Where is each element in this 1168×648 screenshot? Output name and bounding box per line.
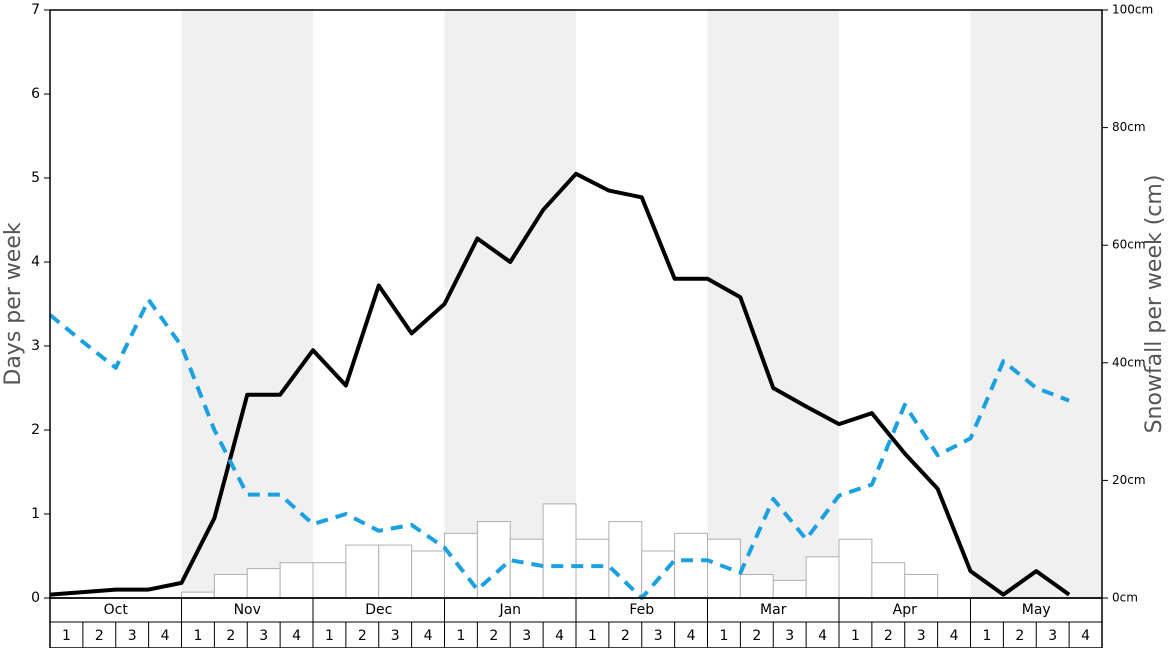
bar — [904, 573, 939, 599]
line — [49, 171, 1071, 597]
y2-tick-label: 60cm — [1112, 238, 1146, 252]
week-label: 4 — [1081, 628, 1090, 644]
y-tick-label: 1 — [31, 506, 40, 522]
y-tick-label: 3 — [31, 338, 40, 354]
week-label: 4 — [818, 628, 827, 644]
week-label: 4 — [687, 628, 696, 644]
y-tick-label: 6 — [31, 86, 40, 102]
week-label: 2 — [489, 628, 498, 644]
month-band — [970, 10, 1102, 598]
y2-tick-label: 100cm — [1112, 3, 1153, 17]
month-band — [181, 10, 313, 598]
week-label: 2 — [358, 628, 367, 644]
y2-axis-label: Snowfall per week (cm) — [1142, 175, 1167, 434]
week-label: 3 — [654, 628, 663, 644]
bar — [411, 550, 445, 599]
month-label: Nov — [234, 602, 261, 618]
week-label: 3 — [1048, 628, 1057, 644]
month-band — [707, 10, 839, 598]
month-label: May — [1022, 602, 1051, 618]
y-tick-label: 2 — [31, 422, 40, 438]
week-label: 1 — [982, 628, 991, 644]
bar — [608, 521, 643, 599]
month-label: Dec — [365, 602, 392, 618]
bar — [772, 579, 807, 599]
bar — [378, 544, 413, 599]
y2-tick-label: 20cm — [1112, 473, 1146, 487]
bar — [641, 550, 676, 599]
week-label: 2 — [1015, 628, 1024, 644]
y2-tick-label: 40cm — [1112, 355, 1146, 369]
week-label: 1 — [325, 628, 334, 644]
month-label: Mar — [760, 602, 787, 618]
month-label: Apr — [893, 602, 917, 618]
week-label: 4 — [950, 628, 959, 644]
month-label: Oct — [104, 602, 129, 618]
week-label: 4 — [161, 628, 170, 644]
week-label: 2 — [95, 628, 104, 644]
week-label: 1 — [719, 628, 728, 644]
bar — [674, 532, 708, 599]
bar — [213, 573, 248, 599]
y-tick-label: 5 — [31, 170, 40, 186]
week-label: 1 — [588, 628, 597, 644]
week-label: 3 — [259, 628, 268, 644]
y-tick-label: 0 — [31, 590, 40, 606]
y-axis-label: Days per week — [1, 222, 26, 385]
bar — [575, 538, 610, 599]
week-label: 4 — [555, 628, 564, 644]
bar — [246, 568, 281, 599]
bar — [312, 562, 347, 599]
week-label: 3 — [391, 628, 400, 644]
y-tick-label: 4 — [31, 254, 40, 270]
week-label: 1 — [62, 628, 71, 644]
y-tick-label: 7 — [31, 2, 40, 18]
week-label: 4 — [292, 628, 301, 644]
month-band — [444, 10, 576, 598]
week-label: 2 — [226, 628, 235, 644]
y2-tick-label: 0cm — [1112, 591, 1138, 605]
week-label: 1 — [193, 628, 202, 644]
week-label: 3 — [917, 628, 926, 644]
background — [181, 10, 1102, 598]
bar — [509, 538, 544, 599]
bar — [279, 562, 314, 599]
month-label: Jan — [498, 602, 521, 618]
week-label: 3 — [785, 628, 794, 644]
week-label: 1 — [456, 628, 465, 644]
line — [48, 297, 1070, 600]
week-label: 1 — [851, 628, 860, 644]
y2-tick-label: 80cm — [1112, 120, 1146, 134]
week-label: 2 — [752, 628, 761, 644]
week-label: 2 — [884, 628, 893, 644]
bar — [805, 556, 840, 599]
bar — [181, 591, 215, 599]
bar — [739, 573, 774, 599]
week-label: 3 — [128, 628, 137, 644]
bar — [542, 503, 577, 599]
bar — [345, 544, 380, 599]
week-label: 2 — [621, 628, 630, 644]
week-label: 3 — [522, 628, 531, 644]
bar — [871, 562, 906, 599]
week-label: 4 — [424, 628, 433, 644]
month-label: Feb — [629, 602, 654, 618]
bar — [838, 538, 873, 599]
